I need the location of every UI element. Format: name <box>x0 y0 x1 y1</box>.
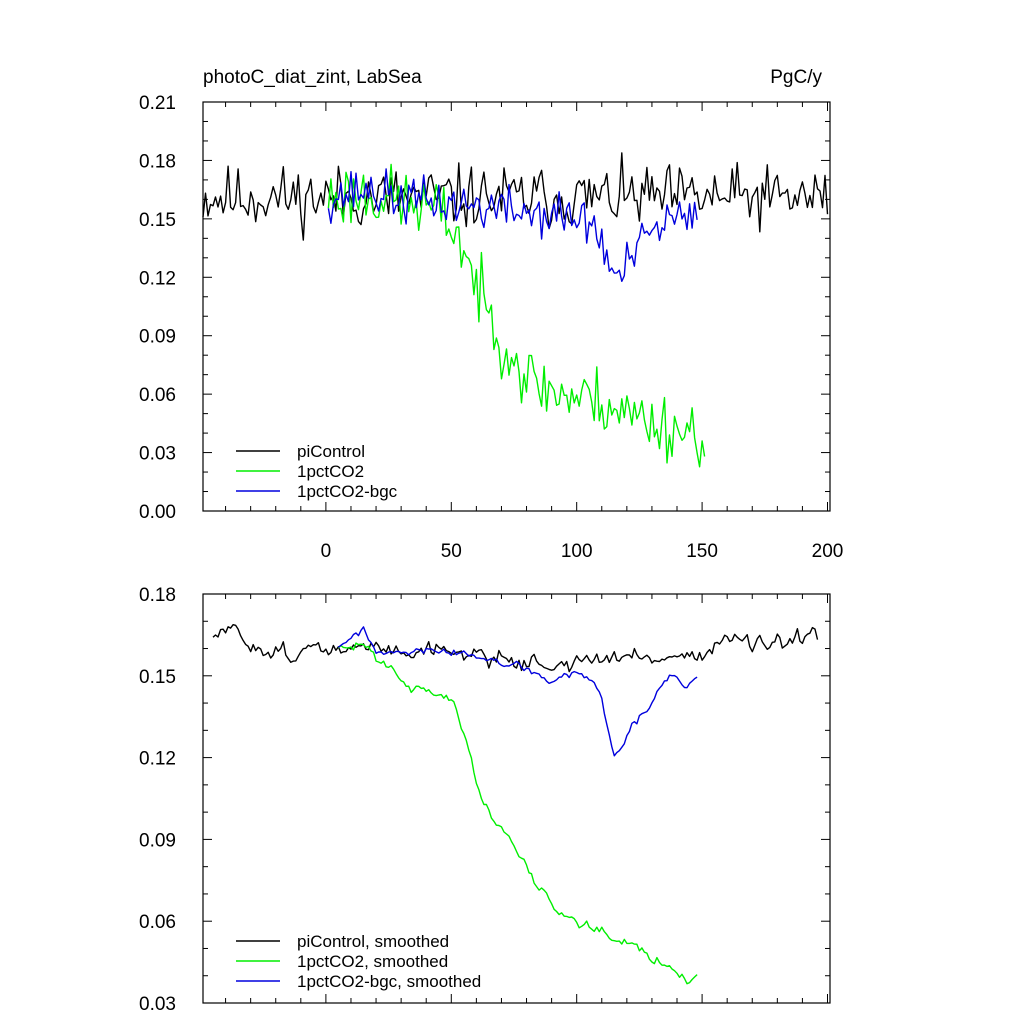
y-tick-label: 0.03 <box>139 994 176 1015</box>
y-tick-label: 0.12 <box>139 749 176 770</box>
legend-label: piControl, smoothed <box>297 932 449 951</box>
top-panel: photoC_diat_zint, LabSea PgC/y 0.000.030… <box>139 67 843 562</box>
y-tick-label: 0.00 <box>139 502 176 523</box>
y-tick-label: 0.09 <box>139 830 176 851</box>
series-line-1pctCO2 <box>327 163 706 468</box>
legend-label: 1pctCO2-bgc, smoothed <box>297 972 481 991</box>
y-tick-label: 0.06 <box>139 385 176 406</box>
legend-label: 1pctCO2, smoothed <box>297 952 448 971</box>
series-line-piControl <box>212 624 819 673</box>
bottom-panel-frame <box>202 593 831 1004</box>
x-tick-label: 150 <box>686 541 718 562</box>
units-label: PgC/y <box>770 67 822 88</box>
bottom-panel-y-tick-labels: 0.03 0.06 0.09 0.12 0.15 0.18 <box>139 585 176 1015</box>
legend-label: 1pctCO2-bgc <box>297 482 398 501</box>
x-tick-label: 200 <box>812 541 844 562</box>
y-tick-label: 0.03 <box>139 444 176 465</box>
bottom-panel-ticks <box>203 593 830 1004</box>
top-panel-series <box>202 152 829 468</box>
series-line-1pctCO2-bgc <box>337 626 698 757</box>
y-tick-label: 0.21 <box>139 93 176 114</box>
bottom-panel-series <box>212 624 819 985</box>
x-tick-label: 0 <box>321 541 332 562</box>
x-tick-label: 100 <box>561 541 593 562</box>
series-line-piControl <box>202 152 829 241</box>
top-panel-x-tick-labels: 0 50 100 150 200 <box>321 541 844 562</box>
top-panel-frame <box>202 101 831 512</box>
chart-title: photoC_diat_zint, LabSea <box>203 67 422 88</box>
top-panel-ticks <box>203 101 830 512</box>
bottom-panel: 0.03 0.06 0.09 0.12 0.15 0.18 piControl, smoo… <box>139 585 831 1015</box>
series-line-1pctCO2-bgc <box>327 168 698 282</box>
y-tick-label: 0.18 <box>139 151 176 172</box>
y-tick-label: 0.09 <box>139 327 176 348</box>
legend-label: piControl <box>297 442 365 461</box>
x-tick-label: 50 <box>441 541 462 562</box>
y-tick-label: 0.12 <box>139 268 176 289</box>
y-tick-label: 0.15 <box>139 667 176 688</box>
y-tick-label: 0.18 <box>139 585 176 606</box>
legend-label: 1pctCO2 <box>297 462 364 481</box>
y-tick-label: 0.15 <box>139 210 176 231</box>
y-tick-label: 0.06 <box>139 912 176 933</box>
top-panel-y-tick-labels: 0.00 0.03 0.06 0.09 0.12 0.15 0.18 0.21 <box>139 93 176 523</box>
series-line-1pctCO2 <box>337 642 698 985</box>
